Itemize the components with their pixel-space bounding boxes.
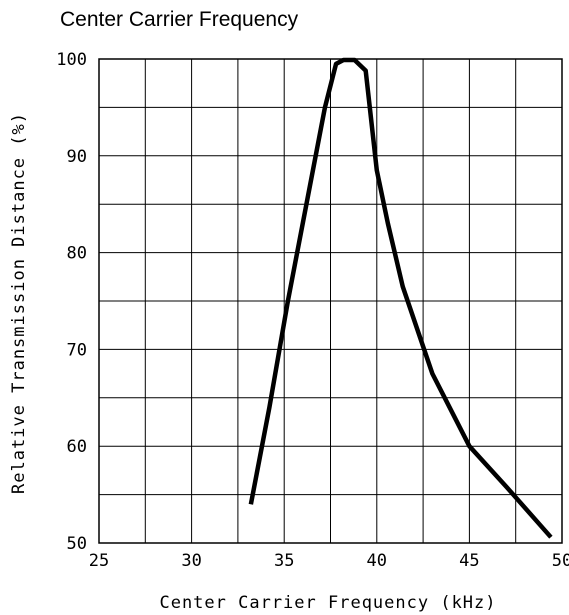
y-tick-label: 100 <box>56 50 87 70</box>
tick-labels: 25 30 35 40 45 50 50 60 70 80 90 100 <box>56 50 569 571</box>
chart-title: Center Carrier Frequency <box>60 8 299 31</box>
x-tick-label: 50 <box>552 551 569 571</box>
x-tick-label: 40 <box>367 551 387 571</box>
x-axis-label: Center Carrier Frequency (kHz) <box>159 593 496 613</box>
y-tick-label: 60 <box>67 437 87 457</box>
plot-frame <box>98 58 563 544</box>
series-line <box>248 57 553 539</box>
y-tick-label: 90 <box>67 147 87 167</box>
y-tick-label: 80 <box>67 244 87 264</box>
x-tick-label: 45 <box>459 551 479 571</box>
y-axis-label: Relative Transmission Distance (%) <box>9 112 29 494</box>
series-group <box>248 57 553 539</box>
y-tick-label: 50 <box>67 534 87 554</box>
y-tick-label: 70 <box>67 340 87 360</box>
grid <box>98 58 563 544</box>
x-tick-label: 35 <box>274 551 294 571</box>
x-tick-label: 30 <box>181 551 201 571</box>
x-tick-label: 25 <box>89 551 109 571</box>
